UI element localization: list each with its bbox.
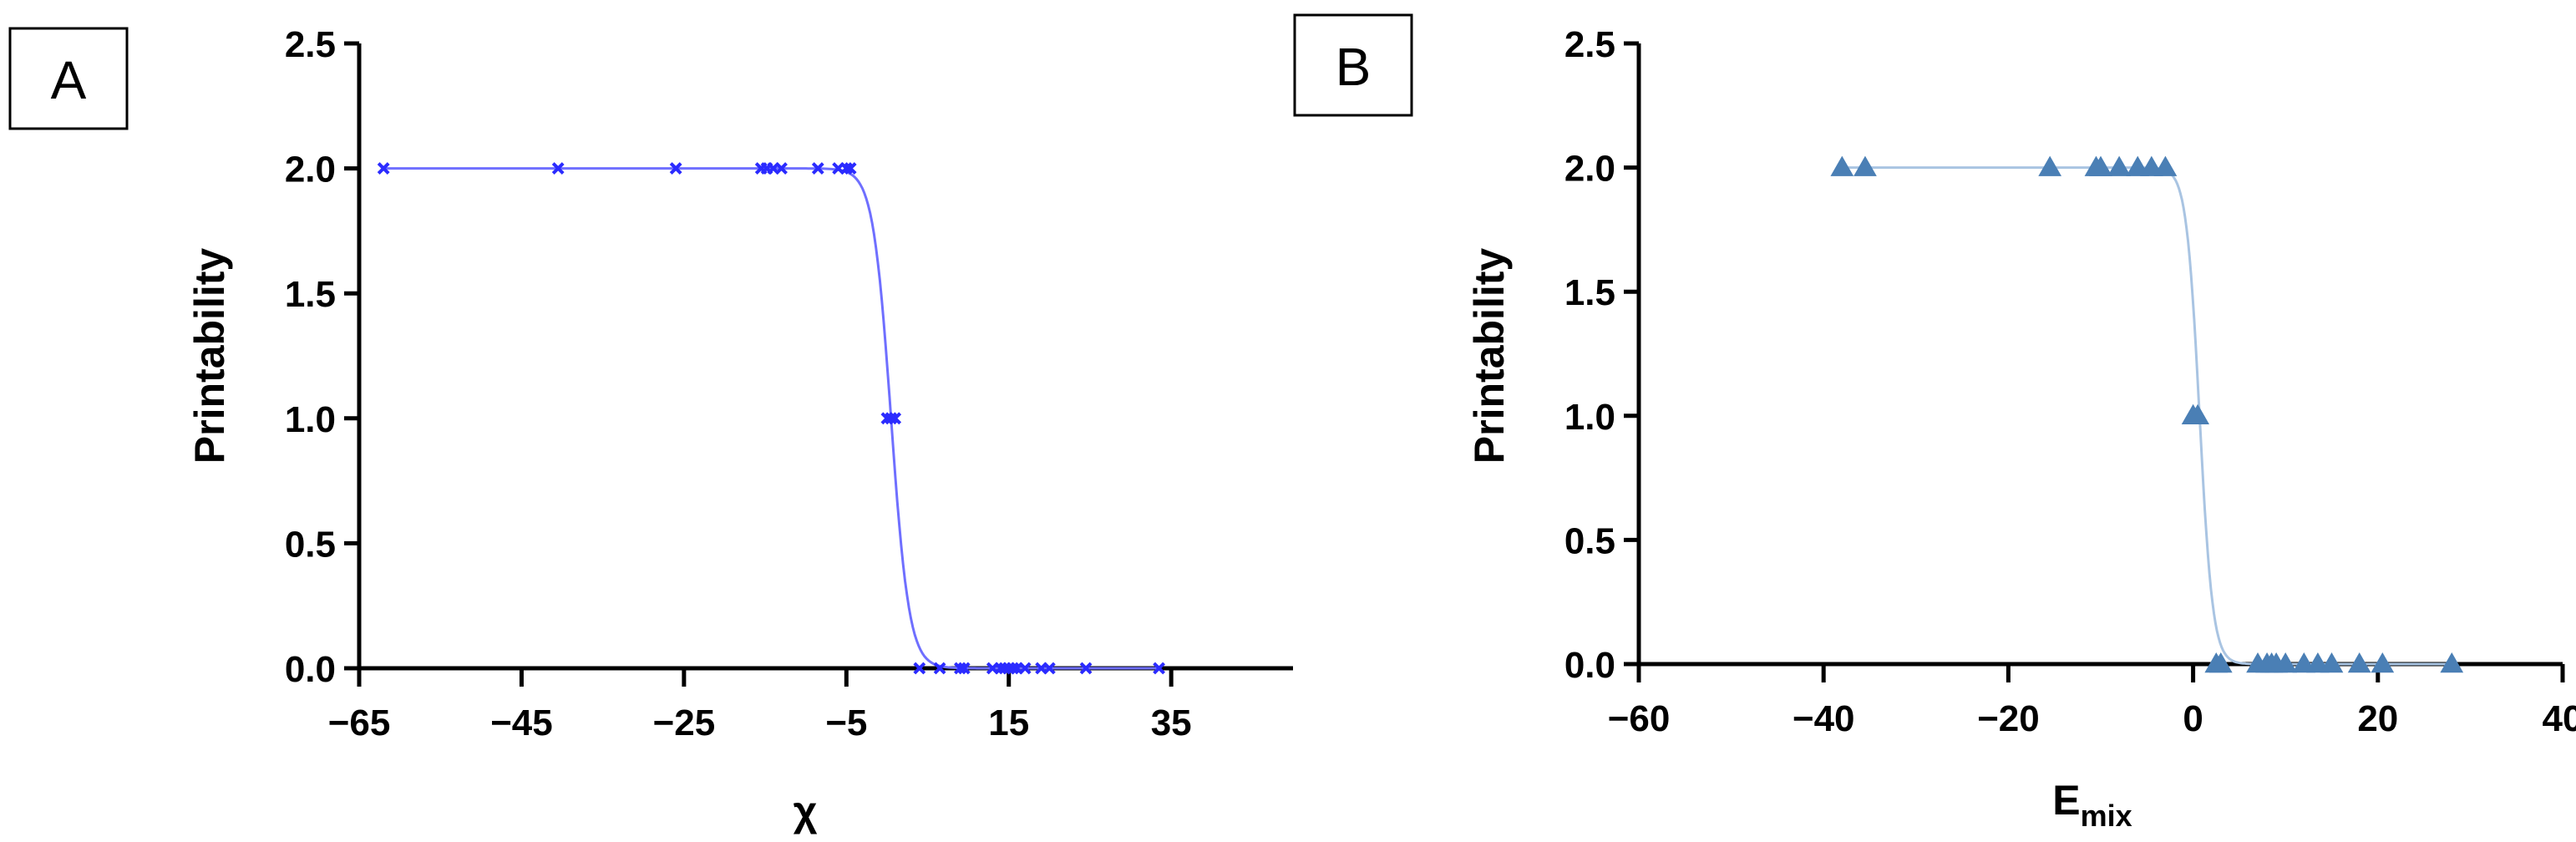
panel-a-data-point (1042, 662, 1056, 675)
panel-b-data-point (2440, 652, 2464, 673)
panel-b-y-tick-label: 1.5 (1564, 272, 1615, 313)
panel-a-y-tick-label: 0.5 (285, 524, 336, 565)
panel-b-x-axis-title-main: E (2052, 777, 2080, 824)
panel-a-y-axis-title: Printability (186, 248, 233, 464)
panel-a-data-point (957, 662, 971, 675)
panel-a-data-point (839, 162, 853, 175)
panel-b-y-axis-title: Printability (1466, 248, 1513, 464)
panel-b-y-tick-label: 0.0 (1564, 645, 1615, 686)
panel-a: A 0.0 0.5 1.0 1.5 2.0 2.5 −65 −45 −25 −5 15 35 Pri… (8, 24, 1293, 834)
panel-a-y-tick-label: 1.5 (285, 274, 336, 315)
panel-a-y-tick-label: 1.0 (285, 399, 336, 440)
panel-a-data-point (889, 412, 902, 425)
panel-a-y-tick-label: 2.0 (285, 150, 336, 190)
panel-b-x-tick-label: 0 (2183, 698, 2203, 739)
panel-a-fit-curve (383, 167, 1159, 670)
panel-a-data-point (551, 162, 565, 175)
panel-a-x-tick-label: −5 (825, 703, 867, 743)
panel-a-label-box (8, 27, 129, 130)
panel-b-x-tick-label: 40 (2543, 698, 2576, 739)
panel-a-data-point (844, 162, 857, 175)
panel-b-x-tick-label: −20 (1977, 698, 2040, 739)
panel-b-data-point (2320, 652, 2344, 673)
panel-b-data-point (2208, 652, 2233, 673)
panel-b: B 0.0 0.5 1.0 1.5 2.0 2.5 −60 −40 −20 0 20 40 Prin… (1293, 13, 2576, 833)
panel-b-data-point (2186, 403, 2209, 425)
panel-b-data-point (1830, 155, 1854, 176)
panel-a-data-point (1079, 662, 1093, 675)
panel-b-data-point (2153, 155, 2178, 176)
panel-a-data-point (377, 162, 390, 175)
panel-b-data-point (2089, 155, 2112, 176)
panel-b-data-point (2107, 155, 2131, 176)
panel-b-y-tick-label: 1.0 (1564, 397, 1615, 438)
panel-a-data-point (913, 662, 926, 675)
panel-a-data-point (775, 162, 788, 175)
panel-a-data-point (1007, 662, 1020, 675)
panel-b-label: B (1336, 37, 1372, 97)
panel-b-y-tick-label: 0.5 (1564, 520, 1615, 561)
panel-a-x-tick-label: 15 (988, 703, 1029, 743)
panel-a-x-tick-label: −45 (490, 703, 553, 743)
panel-a-data-point (669, 162, 682, 175)
panel-a-data-point (933, 662, 946, 675)
panel-a-x-tick-label: 35 (1151, 703, 1192, 743)
panel-a-data-point (811, 162, 824, 175)
panel-b-y-tick-label: 2.5 (1564, 24, 1615, 65)
panel-a-x-axis-title: χ (794, 788, 818, 834)
panel-b-fit-curve (1842, 166, 2452, 666)
panel-b-x-axis-title: Emix (2052, 777, 2132, 833)
panel-b-data-point (2371, 652, 2395, 673)
panel-b-x-tick-label: −40 (1793, 698, 1855, 739)
panel-a-label: A (51, 50, 87, 110)
panel-b-x-axis-title-subscript: mix (2081, 799, 2132, 833)
panel-b-data-point (2038, 155, 2062, 176)
panel-b-data-point (2274, 652, 2298, 673)
panel-b-y-tick-label: 2.0 (1564, 149, 1615, 190)
panel-b-data-point (2347, 652, 2371, 673)
panel-b-data-point (1853, 155, 1877, 176)
panel-b-x-tick-label: −60 (1608, 698, 1671, 739)
panel-b-label-box (1293, 13, 1413, 117)
panel-b-x-tick-label: 20 (2357, 698, 2398, 739)
panel-a-data-point (1153, 662, 1166, 675)
panel-a-x-tick-label: −65 (328, 703, 391, 743)
panel-a-x-tick-label: −25 (653, 703, 716, 743)
panel-a-y-tick-label: 0.0 (285, 649, 336, 690)
panel-a-data-point (953, 662, 966, 675)
panel-a-data-point (885, 412, 898, 425)
panel-a-y-tick-label: 2.5 (285, 24, 336, 65)
panel-a-data-point (1018, 662, 1032, 675)
